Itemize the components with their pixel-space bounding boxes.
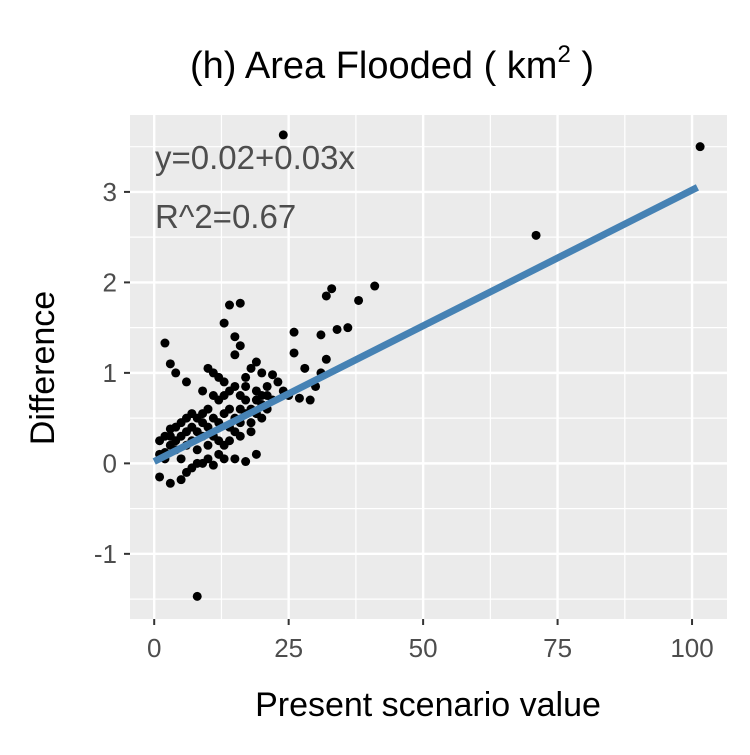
data-point [219,318,229,328]
data-point [225,404,234,414]
data-point [235,431,245,441]
regression-line [152,184,699,465]
data-point [214,436,224,446]
data-point [219,377,229,387]
data-point [208,391,218,401]
data-point [235,298,245,308]
data-point [165,424,175,434]
data-point [278,130,288,140]
x-tick-label: 75 [543,633,572,663]
grid-lines [130,115,727,619]
data-point [203,440,213,450]
data-point [370,281,380,291]
data-point [327,284,337,294]
data-point [203,454,213,464]
data-point [235,391,245,401]
data-point [171,368,181,378]
data-point [176,454,186,464]
data-point [246,363,256,373]
chart-title-superscript: 2 [557,41,570,68]
annotation-0: y=0.02+0.03x [155,139,355,176]
data-point [160,338,170,348]
x-axis-ticks: 0 25 50 75 100 [147,619,714,663]
data-point [354,295,364,305]
data-point [300,363,310,373]
data-point [332,324,342,334]
data-point [192,445,202,455]
data-point [181,377,191,387]
y-tick-label: 0 [103,448,117,478]
data-point [289,327,299,337]
x-tick-label: 0 [147,633,161,663]
data-point [230,332,240,342]
data-point [176,475,186,485]
data-point [230,381,240,391]
data-point [321,354,331,364]
data-point [192,591,202,601]
data-point [257,368,267,378]
data-point [273,377,283,387]
y-tick-label: 2 [103,267,117,297]
data-point [251,357,261,367]
data-point [316,330,326,340]
data-point [262,381,272,391]
data-point [230,454,240,464]
plot-panel-background [130,115,727,619]
data-point [251,449,261,459]
data-point [165,359,175,369]
data-point [155,472,165,482]
y-axis-title: Difference [24,291,62,445]
data-point [160,431,170,441]
data-point [198,386,208,396]
x-tick-label: 100 [670,633,713,663]
data-point [208,460,218,470]
data-point [225,436,234,446]
data-point [192,458,202,468]
chart-title-main: (h) Area Flooded ( km [190,45,557,87]
y-tick-label: 1 [103,358,117,388]
x-tick-label: 25 [274,633,303,663]
data-point [241,381,251,391]
annotations: y=0.02+0.03x R^2=0.67 [155,139,355,235]
data-point [246,418,256,428]
data-points [155,130,705,601]
data-point [203,363,213,373]
data-point [241,457,251,467]
plot-panel [130,115,727,619]
x-tick-label: 50 [409,633,438,663]
data-point [214,449,224,459]
data-point [305,395,315,405]
chart-title: (h) Area Flooded ( km2 ) [190,41,594,87]
y-tick-label: 3 [103,177,117,207]
data-point [321,291,331,301]
x-axis-title: Present scenario value [255,686,601,724]
data-point [262,391,272,401]
data-point [235,341,245,351]
data-point [531,230,541,240]
data-point [268,370,278,380]
data-point [241,372,251,382]
y-axis-ticks: -1 0 1 2 3 [94,177,130,569]
chart-title-suffix: ) [571,45,594,87]
data-point [289,348,299,358]
data-point [225,300,234,310]
data-point [695,142,705,152]
data-point [257,413,267,423]
data-point [230,350,240,360]
annotation-1: R^2=0.67 [155,198,296,235]
data-point [165,478,175,488]
data-point [251,386,261,396]
data-point [246,427,256,437]
y-tick-label: -1 [94,539,117,569]
data-point [343,323,353,333]
data-point [294,393,304,403]
regression-line-group [152,184,699,465]
